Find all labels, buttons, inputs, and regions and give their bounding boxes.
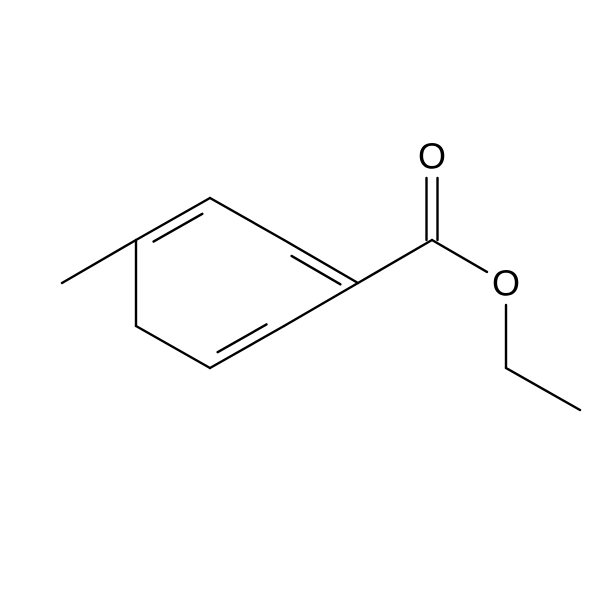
bond-line	[62, 240, 136, 283]
bond-line	[154, 214, 203, 242]
atom-label-oDbl: O	[418, 136, 446, 177]
bond-line	[506, 368, 580, 410]
bond-line	[284, 283, 358, 326]
atom-label-oSgl: O	[492, 263, 520, 304]
bond-line	[218, 324, 267, 352]
bond-line	[136, 198, 210, 240]
molecule-canvas: OO	[0, 0, 600, 600]
bond-line	[136, 326, 210, 368]
bond-line	[358, 240, 432, 283]
bond-line	[292, 256, 341, 284]
bond-line	[432, 240, 487, 272]
bond-line	[210, 198, 284, 240]
bond-line	[284, 240, 358, 283]
bond-line	[210, 326, 284, 368]
